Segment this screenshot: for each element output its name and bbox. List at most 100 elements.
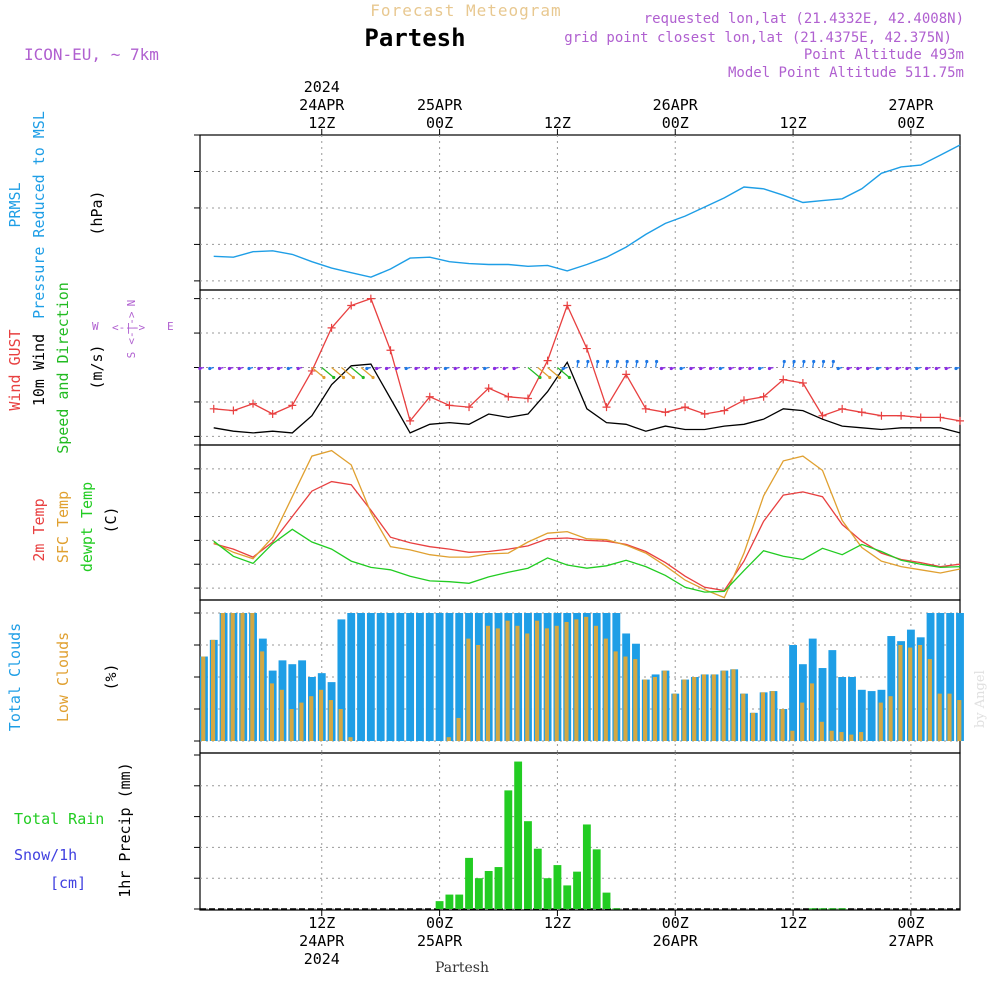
- precip-bar: [612, 908, 621, 910]
- total-clouds-bar: [406, 613, 415, 741]
- super-title: Forecast Meteogram: [370, 1, 561, 20]
- low-clouds-bar: [240, 613, 245, 741]
- wind-direction-arrowhead: [361, 375, 365, 380]
- total-clouds-bar: [337, 619, 346, 741]
- wind-direction-arrowhead: [217, 366, 222, 371]
- wind-direction-arrowhead: [208, 366, 212, 371]
- label-temp-unit: (C): [102, 506, 120, 533]
- time-label-bottom: 2024: [304, 950, 340, 968]
- label-2m-temp: 2m Temp: [30, 498, 48, 561]
- wind-direction-arrowhead: [502, 366, 506, 371]
- low-clouds-bar: [515, 625, 520, 741]
- wind-direction-arrowhead: [198, 366, 202, 371]
- precip-bar: [563, 885, 572, 909]
- wind-direction-arrowhead: [414, 366, 418, 371]
- total-clouds-bar: [347, 613, 356, 741]
- legend-snow-unit: [cm]: [50, 874, 86, 892]
- low-clouds-bar: [544, 628, 549, 741]
- grid-point-coords: grid point closest lon,lat (21.4375E, 42…: [564, 30, 952, 46]
- low-clouds-bar: [584, 616, 589, 741]
- low-clouds-bar: [564, 621, 569, 741]
- wind-direction-arrowhead: [473, 366, 477, 371]
- low-clouds-bar: [220, 613, 225, 741]
- legend-snow: Snow/1h: [14, 846, 77, 864]
- wind-direction-arrowhead: [605, 359, 610, 364]
- wind-direction-arrowhead: [538, 375, 542, 380]
- low-clouds-bar: [839, 732, 844, 741]
- wind-gust-point: [484, 384, 493, 393]
- wind-direction-arrow: [547, 367, 560, 378]
- wind-gust-point: [465, 403, 474, 412]
- wind-direction-arrowhead: [341, 375, 346, 380]
- total-clouds-bar: [946, 613, 955, 741]
- low-clouds-bar: [760, 692, 765, 741]
- low-clouds-bar: [269, 683, 275, 741]
- compass-n: N: [125, 300, 138, 307]
- low-clouds-bar: [309, 696, 314, 741]
- wind-gust-point: [602, 403, 611, 412]
- time-label-bottom: 12Z: [544, 914, 571, 932]
- low-clouds-bar: [731, 669, 736, 741]
- time-label-top: 2024: [304, 78, 340, 96]
- label-wind-gust: Wind GUST: [6, 329, 24, 410]
- wind-gust-point: [425, 392, 434, 401]
- total-clouds-bar: [828, 650, 837, 741]
- wind-direction-arrowhead: [351, 375, 355, 380]
- pressure-line: [213, 144, 961, 278]
- wind-gust-point: [543, 356, 552, 365]
- total-clouds-bar: [298, 660, 307, 741]
- compass-arrows: <-|->: [112, 321, 145, 334]
- precip-bar: [553, 865, 562, 909]
- wind-direction-arrowhead: [596, 359, 600, 364]
- low-clouds-bar: [819, 721, 824, 741]
- time-label-top: 27APR: [888, 96, 934, 114]
- label-total-clouds: Total Clouds: [6, 623, 24, 731]
- low-clouds-bar: [682, 679, 687, 741]
- wind-direction-arrowhead: [257, 366, 261, 371]
- wind-gust-point: [818, 411, 827, 420]
- wind-direction-arrowhead: [679, 366, 683, 371]
- precip-bar: [602, 892, 611, 909]
- precip-bar: [573, 871, 581, 909]
- wind-gust-point: [779, 375, 788, 384]
- wind-direction-arrowhead: [227, 366, 231, 371]
- wind-gust-point: [622, 370, 631, 379]
- watermark: by Angel: [973, 670, 988, 728]
- low-clouds-bar: [319, 689, 324, 741]
- precip-bar: [435, 901, 444, 909]
- wind-direction-arrowhead: [699, 366, 703, 371]
- wind-direction-arrowhead: [875, 366, 880, 371]
- total-clouds-bar: [818, 668, 827, 741]
- precip-bar: [533, 848, 542, 909]
- wind-gust-point: [366, 294, 375, 303]
- wind-direction-arrowhead: [708, 366, 713, 371]
- wind-direction-arrowhead: [384, 366, 389, 371]
- panel-frame: [199, 444, 961, 601]
- time-label-top: 12Z: [780, 114, 807, 132]
- label-dewpt-temp: dewpt Temp: [78, 482, 96, 572]
- wind-direction-arrowhead: [856, 366, 860, 371]
- low-clouds-bar: [476, 645, 481, 741]
- wind-direction-arrowhead: [424, 366, 428, 371]
- low-clouds-bar: [554, 625, 559, 741]
- low-clouds-bar: [210, 639, 216, 741]
- low-clouds-bar: [613, 651, 618, 741]
- model-label: ICON-EU, ~ 7km: [24, 45, 159, 64]
- wind-direction-arrowhead: [443, 366, 448, 371]
- wind-gust-point: [347, 301, 356, 310]
- wind-direction-arrow: [331, 367, 344, 378]
- wind-speed-line: [213, 360, 961, 434]
- wind-gust-point: [936, 413, 945, 422]
- wind-direction-arrowhead: [375, 366, 379, 371]
- wind-direction-arrowhead: [655, 359, 659, 364]
- total-clouds-bar: [386, 613, 395, 741]
- wind-gust-point: [956, 416, 964, 425]
- wind-gust-point: [268, 410, 277, 418]
- compass-s: S: [125, 352, 138, 359]
- wind-direction-arrowhead: [483, 366, 487, 371]
- wind-direction-arrowhead: [576, 359, 580, 364]
- wind-gust-point: [641, 404, 650, 413]
- low-clouds-bar: [633, 659, 638, 741]
- precip-bar: [514, 761, 523, 909]
